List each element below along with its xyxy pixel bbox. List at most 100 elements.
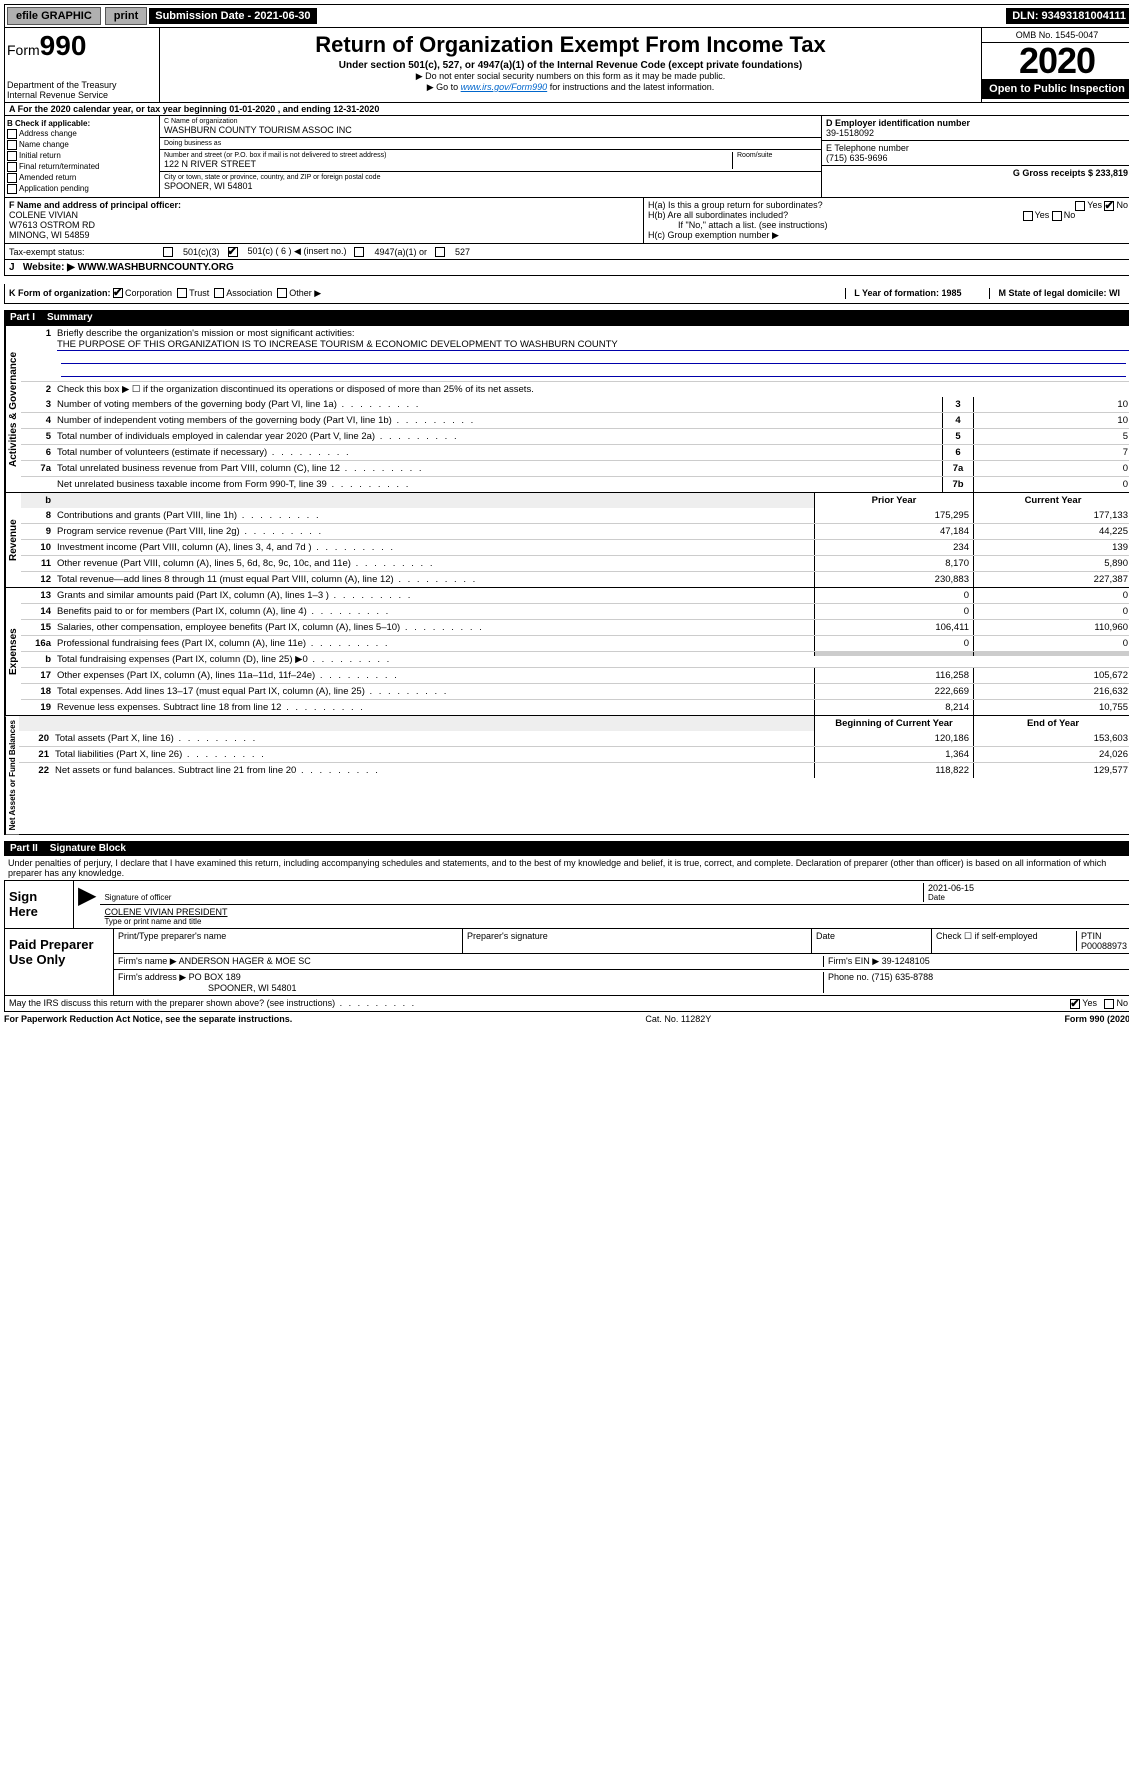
- penalty-text: Under penalties of perjury, I declare th…: [4, 856, 1129, 880]
- discuss-yes[interactable]: [1070, 999, 1080, 1009]
- part2-header: Part IISignature Block: [4, 841, 1129, 856]
- check-4947[interactable]: [354, 247, 364, 257]
- firm-ein: 39-1248105: [882, 956, 930, 966]
- cat-no: Cat. No. 11282Y: [645, 1014, 711, 1024]
- box-deg: D Employer identification number 39-1518…: [821, 116, 1129, 197]
- gov-row: 3Number of voting members of the governi…: [21, 397, 1129, 412]
- gov-row: Net unrelated business taxable income fr…: [21, 476, 1129, 492]
- org-city: SPOONER, WI 54801: [164, 181, 817, 191]
- phone-value: (715) 635-9696: [826, 153, 1128, 163]
- data-row: 11Other revenue (Part VIII, column (A), …: [21, 555, 1129, 571]
- part1-body: Activities & Governance 1 Briefly descri…: [4, 325, 1129, 835]
- dln-label: DLN: 93493181004111: [1006, 8, 1129, 24]
- ptin-value: P00088973: [1081, 941, 1127, 951]
- open-public-badge: Open to Public Inspection: [982, 79, 1129, 99]
- data-row: 22Net assets or fund balances. Subtract …: [19, 762, 1129, 778]
- note-ssn: ▶ Do not enter social security numbers o…: [162, 71, 979, 82]
- data-row: 19Revenue less expenses. Subtract line 1…: [21, 699, 1129, 715]
- irs-link[interactable]: www.irs.gov/Form990: [461, 82, 548, 92]
- org-info-block: B Check if applicable: Address change Na…: [4, 116, 1129, 198]
- data-row: 15Salaries, other compensation, employee…: [21, 619, 1129, 635]
- paid-preparer-block: Paid Preparer Use Only Print/Type prepar…: [4, 929, 1129, 996]
- data-row: 20Total assets (Part X, line 16)120,1861…: [19, 731, 1129, 746]
- side-net-assets: Net Assets or Fund Balances: [5, 716, 19, 834]
- check-other[interactable]: [277, 288, 287, 298]
- check-final-return[interactable]: [7, 162, 17, 172]
- submission-date: Submission Date - 2021-06-30: [149, 8, 316, 24]
- data-row: 13Grants and similar amounts paid (Part …: [21, 588, 1129, 603]
- row-k-form-org: K Form of organization: Corporation Trus…: [4, 284, 1129, 304]
- data-row: 21Total liabilities (Part X, line 26)1,3…: [19, 746, 1129, 762]
- form-number: Form990: [7, 30, 157, 62]
- sign-arrow-icon: ▶: [74, 881, 100, 928]
- hb-yes[interactable]: [1023, 211, 1033, 221]
- box-b: B Check if applicable: Address change Na…: [5, 116, 160, 197]
- check-501c3[interactable]: [163, 247, 173, 257]
- print-button[interactable]: print: [105, 7, 147, 25]
- ha-yes[interactable]: [1075, 201, 1085, 211]
- box-h: H(a) Is this a group return for subordin…: [643, 198, 1129, 243]
- form-subtitle: Under section 501(c), 527, or 4947(a)(1)…: [162, 60, 979, 71]
- note-goto: ▶ Go to www.irs.gov/Form990 for instruct…: [162, 82, 979, 93]
- gov-row: 4Number of independent voting members of…: [21, 412, 1129, 428]
- check-name-change[interactable]: [7, 140, 17, 150]
- dept-treasury: Department of the Treasury: [7, 80, 157, 90]
- data-row: 8Contributions and grants (Part VIII, li…: [21, 508, 1129, 523]
- ein-value: 39-1518092: [826, 128, 1128, 138]
- org-street: 122 N RIVER STREET: [164, 159, 732, 169]
- footer: For Paperwork Reduction Act Notice, see …: [4, 1012, 1129, 1026]
- data-row: bTotal fundraising expenses (Part IX, co…: [21, 651, 1129, 667]
- tax-exempt-row: Tax-exempt status: 501(c)(3) 501(c) ( 6 …: [4, 244, 1129, 260]
- check-amended[interactable]: [7, 173, 17, 183]
- form-header: Form990 Department of the Treasury Inter…: [4, 28, 1129, 103]
- dept-irs: Internal Revenue Service: [7, 90, 157, 100]
- year-formation: L Year of formation: 1985: [845, 288, 969, 299]
- data-row: 10Investment income (Part VIII, column (…: [21, 539, 1129, 555]
- check-trust[interactable]: [177, 288, 187, 298]
- check-501c[interactable]: [228, 247, 238, 257]
- gross-receipts: G Gross receipts $ 233,819: [1013, 168, 1128, 178]
- top-bar: efile GRAPHIC print Submission Date - 20…: [4, 4, 1129, 28]
- sign-here-block: Sign Here ▶ Signature of officer 2021-06…: [4, 880, 1129, 929]
- col-current-year: Current Year: [973, 493, 1129, 508]
- check-address-change[interactable]: [7, 129, 17, 139]
- data-row: 17Other expenses (Part IX, column (A), l…: [21, 667, 1129, 683]
- row-a-tax-year: A For the 2020 calendar year, or tax yea…: [4, 103, 1129, 116]
- col-end-year: End of Year: [973, 716, 1129, 731]
- gov-row: 6Total number of volunteers (estimate if…: [21, 444, 1129, 460]
- part1-header: Part ISummary: [4, 310, 1129, 325]
- tax-year: 2020: [982, 43, 1129, 79]
- form-990-footer: Form 990 (2020): [1064, 1014, 1129, 1024]
- hb-no[interactable]: [1052, 211, 1062, 221]
- org-name: WASHBURN COUNTY TOURISM ASSOC INC: [164, 125, 817, 135]
- box-f: F Name and address of principal officer:…: [5, 198, 643, 243]
- firm-name: ANDERSON HAGER & MOE SC: [179, 956, 311, 966]
- row-j-website: J Website: ▶ WWW.WASHBURNCOUNTY.ORG: [4, 260, 1129, 276]
- gov-row: 7aTotal unrelated business revenue from …: [21, 460, 1129, 476]
- firm-addr2: SPOONER, WI 54801: [118, 983, 823, 993]
- sign-date: 2021-06-15: [928, 883, 1128, 893]
- state-domicile: M State of legal domicile: WI: [989, 288, 1128, 299]
- check-corporation[interactable]: [113, 288, 123, 298]
- col-prior-year: Prior Year: [814, 493, 973, 508]
- mission-text: THE PURPOSE OF THIS ORGANIZATION IS TO I…: [57, 339, 1129, 351]
- efile-button[interactable]: efile GRAPHIC: [7, 7, 101, 25]
- box-c: C Name of organization WASHBURN COUNTY T…: [160, 116, 821, 197]
- discuss-no[interactable]: [1104, 999, 1114, 1009]
- officer-name: COLENE VIVIAN PRESIDENT: [104, 907, 227, 917]
- check-527[interactable]: [435, 247, 445, 257]
- officer-group-block: F Name and address of principal officer:…: [4, 198, 1129, 244]
- check-initial-return[interactable]: [7, 151, 17, 161]
- ha-no[interactable]: [1104, 201, 1114, 211]
- data-row: 18Total expenses. Add lines 13–17 (must …: [21, 683, 1129, 699]
- col-begin-year: Beginning of Current Year: [814, 716, 973, 731]
- side-revenue: Revenue: [5, 493, 21, 587]
- gov-row: 5Total number of individuals employed in…: [21, 428, 1129, 444]
- check-association[interactable]: [214, 288, 224, 298]
- check-app-pending[interactable]: [7, 184, 17, 194]
- data-row: 16aProfessional fundraising fees (Part I…: [21, 635, 1129, 651]
- data-row: 9Program service revenue (Part VIII, lin…: [21, 523, 1129, 539]
- firm-phone: (715) 635-8788: [872, 972, 934, 982]
- discuss-row: May the IRS discuss this return with the…: [4, 996, 1129, 1012]
- paid-preparer-label: Paid Preparer Use Only: [5, 929, 114, 995]
